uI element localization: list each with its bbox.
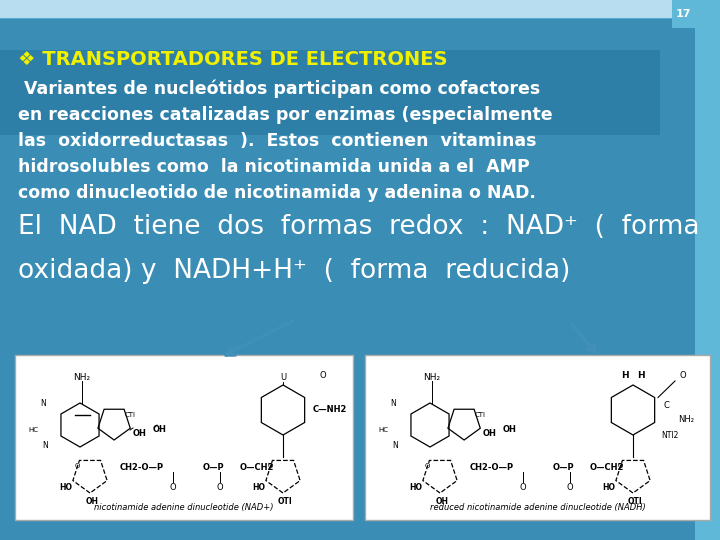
Text: O: O — [520, 483, 526, 491]
Text: CTI: CTI — [474, 412, 485, 418]
Text: El  NAD  tiene  dos  formas  redox  :  NAD⁺  (  forma: El NAD tiene dos formas redox : NAD⁺ ( f… — [18, 214, 700, 240]
Text: NH₂: NH₂ — [423, 373, 441, 381]
Text: O: O — [268, 463, 273, 469]
Text: OH: OH — [436, 496, 449, 505]
Text: O: O — [567, 483, 573, 491]
Text: N: N — [392, 441, 398, 449]
Text: NH₂: NH₂ — [678, 415, 694, 424]
Text: C: C — [663, 401, 669, 409]
Text: HO: HO — [60, 483, 73, 491]
Text: oxidada) y  NADH+H⁺  (  forma  reducida): oxidada) y NADH+H⁺ ( forma reducida) — [18, 258, 570, 284]
Text: nicotinamide adenine dinucleotide (NAD+): nicotinamide adenine dinucleotide (NAD+) — [94, 503, 274, 512]
Text: en reacciones catalizadas por enzimas (especialmente: en reacciones catalizadas por enzimas (e… — [18, 106, 553, 124]
Text: OH: OH — [86, 496, 99, 505]
Text: como dinucleotido de nicotinamida y adenina o NAD.: como dinucleotido de nicotinamida y aden… — [18, 184, 536, 202]
Text: HO: HO — [253, 483, 266, 491]
Text: las  oxidorreductasas  ).  Estos  contienen  vitaminas: las oxidorreductasas ). Estos contienen … — [18, 132, 536, 150]
Text: OH: OH — [483, 429, 497, 437]
Text: O—CH2: O—CH2 — [240, 462, 274, 471]
Text: OH: OH — [503, 426, 517, 435]
Text: ❖ TRANSPORTADORES DE ELECTRONES: ❖ TRANSPORTADORES DE ELECTRONES — [18, 50, 448, 69]
Text: O: O — [425, 463, 430, 469]
Text: O—CH2: O—CH2 — [590, 462, 624, 471]
Text: hidrosolubles como  la nicotinamida unida a el  AMP: hidrosolubles como la nicotinamida unida… — [18, 158, 530, 176]
Text: Variantes de nucleótidos participan como cofactores: Variantes de nucleótidos participan como… — [18, 80, 540, 98]
Text: O: O — [680, 370, 686, 380]
Text: O: O — [217, 483, 223, 491]
Text: HO: HO — [603, 483, 616, 491]
Text: C—NH2: C—NH2 — [313, 406, 347, 415]
Text: O: O — [170, 483, 176, 491]
Text: OH: OH — [153, 426, 167, 435]
Text: O: O — [75, 463, 80, 469]
Text: CTI: CTI — [125, 412, 135, 418]
Text: CH2-O—P: CH2-O—P — [120, 462, 164, 471]
Text: NTI2: NTI2 — [661, 430, 678, 440]
Bar — [672, 0, 695, 28]
Bar — [15, 355, 353, 520]
Bar — [0, 0, 720, 18]
Text: U: U — [280, 373, 286, 381]
Text: H: H — [637, 370, 645, 380]
Text: O—P: O—P — [203, 462, 225, 471]
Bar — [0, 50, 660, 135]
Text: O: O — [320, 370, 326, 380]
Text: CH2-O—P: CH2-O—P — [470, 462, 514, 471]
Text: HC: HC — [378, 427, 388, 433]
Text: H: H — [621, 370, 629, 380]
Bar — [365, 355, 710, 520]
Text: N: N — [390, 399, 396, 408]
Text: O: O — [618, 463, 623, 469]
Text: reduced nicotinamide adenine dinucleotide (NADH): reduced nicotinamide adenine dinucleotid… — [430, 503, 645, 512]
Text: N: N — [42, 441, 48, 449]
Text: OH: OH — [133, 429, 147, 437]
Bar — [695, 0, 720, 540]
Text: HO: HO — [410, 483, 423, 491]
Text: 17: 17 — [675, 9, 690, 19]
Text: OTI: OTI — [628, 496, 642, 505]
Text: O—P: O—P — [553, 462, 575, 471]
Text: NH₂: NH₂ — [73, 373, 91, 381]
Text: OTI: OTI — [278, 496, 292, 505]
Text: N: N — [40, 399, 46, 408]
Text: HC: HC — [28, 427, 38, 433]
